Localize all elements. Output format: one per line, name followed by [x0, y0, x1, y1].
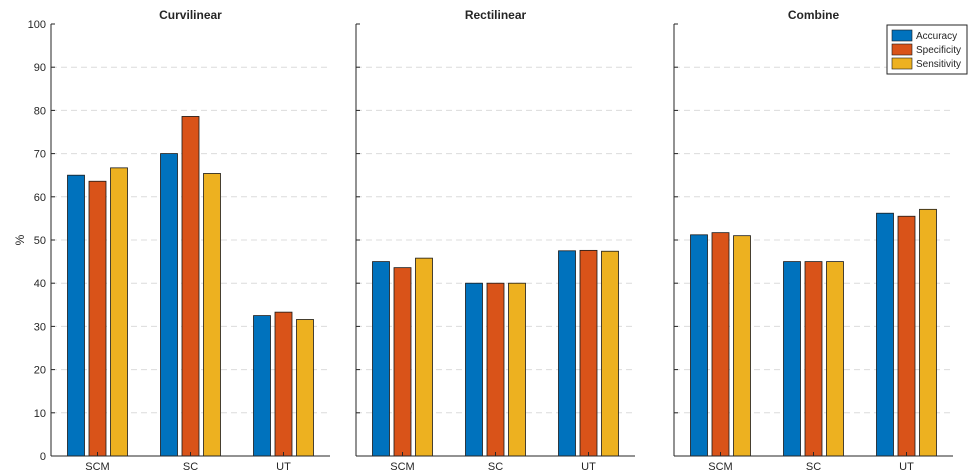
x-tick-label: SCM [390, 461, 414, 471]
bar-curvilinear-sc-accuracy [160, 153, 178, 457]
x-tick-label: SC [488, 461, 503, 471]
bar-rectilinear-ut-specificity [579, 249, 598, 457]
y-tick-label: 70 [34, 149, 46, 161]
bar-curvilinear-sc-specificity [181, 116, 200, 457]
bar-rectilinear-sc-specificity [486, 282, 505, 457]
x-tick-label: UT [581, 461, 596, 471]
bar-curvilinear-scm-specificity [88, 180, 107, 457]
bar-rectilinear-ut-sensitivity [601, 250, 619, 457]
x-tick-label: UT [276, 461, 291, 471]
bar-curvilinear-ut-accuracy [253, 315, 271, 457]
y-tick-label: 10 [34, 408, 46, 420]
legend-label-accuracy: Accuracy [916, 31, 957, 42]
y-tick-label: 60 [34, 192, 46, 204]
bar-combine-sc-accuracy [783, 261, 801, 457]
y-tick-label: 0 [40, 451, 46, 463]
y-tick-label: 50 [34, 235, 46, 247]
bar-rectilinear-scm-accuracy [372, 261, 390, 457]
bar-combine-scm-specificity [711, 232, 730, 457]
bar-curvilinear-scm-sensitivity [110, 167, 128, 457]
legend-swatch-sensitivity [891, 57, 913, 70]
x-tick-label: SC [183, 461, 198, 471]
x-tick-label: SCM [708, 461, 732, 471]
bar-combine-scm-accuracy [690, 234, 708, 457]
bar-combine-ut-accuracy [876, 212, 894, 457]
legend-swatch-accuracy [891, 29, 913, 42]
bar-combine-sc-sensitivity [826, 261, 844, 457]
bar-curvilinear-scm-accuracy [67, 174, 85, 457]
panel-title: Curvilinear [159, 8, 222, 22]
y-axis-label: % [13, 234, 27, 245]
panel-title: Combine [788, 8, 840, 22]
legend-swatch-specificity [891, 43, 913, 56]
legend-label-sensitivity: Sensitivity [916, 59, 961, 70]
bar-combine-scm-sensitivity [733, 235, 751, 457]
y-tick-label: 90 [34, 62, 46, 74]
y-tick-label: 80 [34, 105, 46, 117]
legend-label-specificity: Specificity [916, 45, 961, 56]
y-tick-label: 40 [34, 278, 46, 290]
bar-curvilinear-ut-sensitivity [296, 319, 314, 457]
bar-rectilinear-sc-accuracy [465, 282, 483, 457]
bar-curvilinear-ut-specificity [274, 311, 293, 457]
bar-curvilinear-sc-sensitivity [203, 173, 221, 457]
y-tick-label: 100 [28, 19, 46, 31]
y-tick-label: 20 [34, 365, 46, 377]
bar-rectilinear-ut-accuracy [558, 250, 576, 457]
bar-rectilinear-scm-specificity [393, 267, 412, 457]
bar-rectilinear-scm-sensitivity [415, 257, 433, 457]
bar-combine-sc-specificity [804, 261, 823, 457]
panel-title: Rectilinear [465, 8, 527, 22]
bar-combine-ut-sensitivity [919, 208, 937, 457]
bar-combine-ut-specificity [897, 215, 916, 457]
y-tick-label: 30 [34, 321, 46, 333]
bar-rectilinear-sc-sensitivity [508, 282, 526, 457]
x-tick-label: UT [899, 461, 914, 471]
x-tick-label: SCM [85, 461, 109, 471]
x-tick-label: SC [806, 461, 821, 471]
